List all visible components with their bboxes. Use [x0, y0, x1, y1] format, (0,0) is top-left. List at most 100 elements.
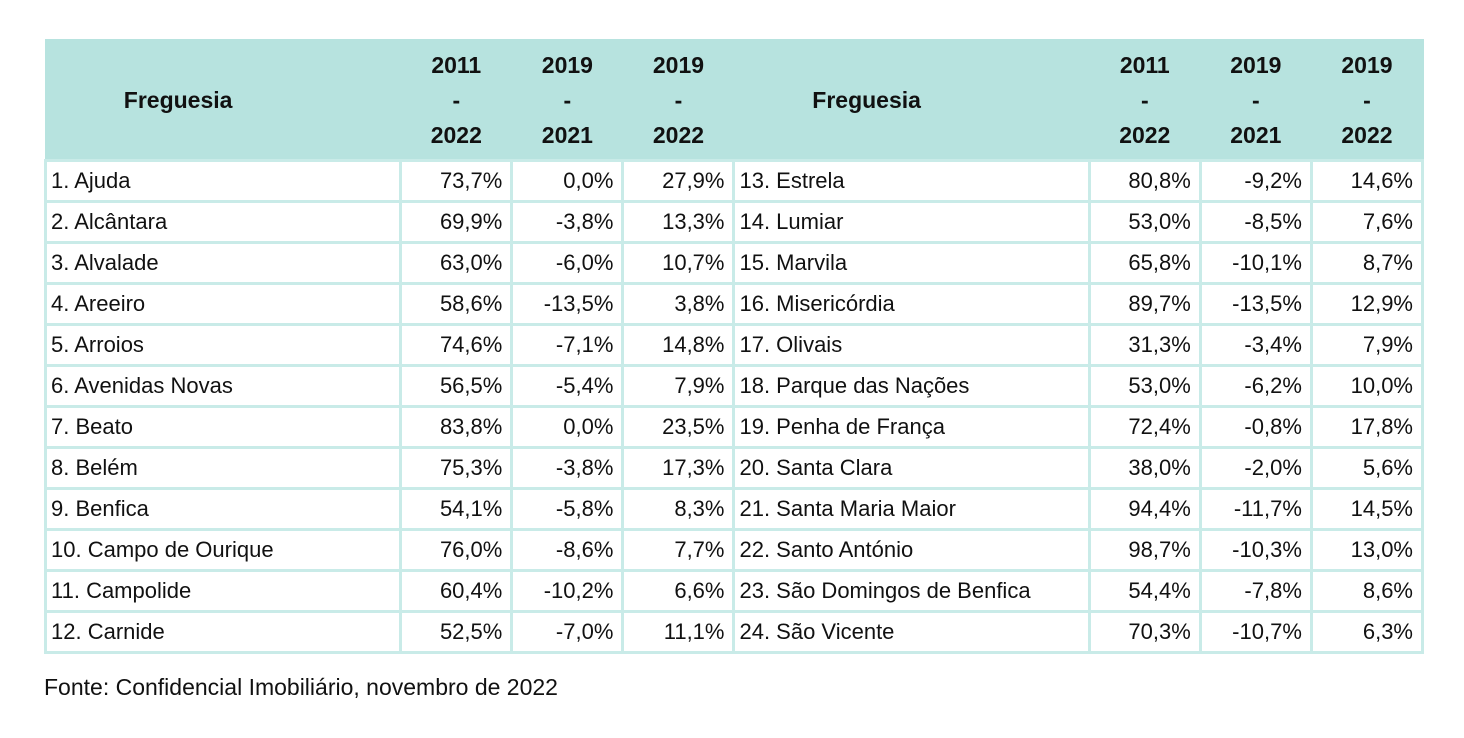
change-2019-2022-cell: 6,6%	[621, 569, 736, 613]
change-2019-2021-cell: -2,0%	[1198, 446, 1313, 490]
change-2011-2022-cell: 80,8%	[1087, 159, 1202, 203]
change-2011-2022-cell: 53,0%	[1087, 200, 1202, 244]
change-2019-2021-cell: -7,8%	[1198, 569, 1313, 613]
change-2019-2022-cell: 3,8%	[621, 282, 736, 326]
table-row: 7. Beato 83,8% 0,0% 23,5% 19. Penha de Franç…	[43, 405, 1425, 449]
period-separator: -	[1363, 86, 1371, 113]
source-note: Fonte: Confidencial Imobiliário, novembr…	[44, 674, 558, 700]
freguesia-name-cell: 21. Santa Maria Maior	[732, 487, 1091, 531]
change-2019-2022-cell: 13,3%	[621, 200, 736, 244]
change-2019-2021-cell: -10,1%	[1198, 241, 1313, 285]
period-separator: -	[674, 86, 683, 113]
change-2019-2022-cell: 14,6%	[1309, 159, 1425, 203]
freguesia-name-cell: 24. São Vicente	[732, 610, 1091, 654]
table-row: 6. Avenidas Novas 56,5% -5,4% 7,9% 18. Parqu…	[43, 364, 1425, 408]
table-row: 2. Alcântara 69,9% -3,8% 13,3% 14. Lumiar 53,…	[43, 200, 1425, 244]
change-2019-2022-cell: 13,0%	[1309, 528, 1425, 572]
change-2011-2022-cell: 38,0%	[1087, 446, 1202, 490]
change-2019-2021-cell: -7,1%	[510, 323, 625, 367]
change-2011-2022-cell: 70,3%	[1087, 610, 1202, 654]
freguesia-name-cell: 10. Campo de Ourique	[43, 528, 403, 572]
change-2019-2022-cell: 8,7%	[1309, 241, 1425, 285]
freguesia-name-cell: 6. Avenidas Novas	[43, 364, 403, 408]
period-end: 2022	[1119, 121, 1171, 148]
change-2011-2022-cell: 74,6%	[399, 323, 514, 367]
change-2019-2021-cell: -10,2%	[510, 569, 625, 613]
change-2019-2022-cell: 10,0%	[1309, 364, 1425, 408]
change-2019-2021-cell: 0,0%	[510, 405, 625, 449]
freguesia-name-cell: 19. Penha de França	[732, 405, 1091, 449]
freguesia-name-cell: 23. São Domingos de Benfica	[732, 569, 1091, 613]
change-2019-2022-cell: 6,3%	[1309, 610, 1425, 654]
change-2019-2022-cell: 17,3%	[621, 446, 736, 490]
period-start: 2011	[431, 51, 482, 78]
period-end: 2022	[652, 121, 705, 148]
change-2019-2022-cell: 27,9%	[621, 159, 736, 203]
change-2011-2022-cell: 54,4%	[1087, 569, 1202, 613]
change-2019-2021-cell: 0,0%	[510, 159, 625, 203]
freguesia-name-cell: 20. Santa Clara	[732, 446, 1091, 490]
price-change-table-container: Freguesia 2011 - 2022 2019 - 2021 2019 -…	[43, 39, 1425, 654]
change-2019-2021-cell: -10,3%	[1198, 528, 1313, 572]
period-end: 2021	[541, 121, 593, 148]
header-period-2011-2022-right: 2011 - 2022	[1088, 39, 1202, 162]
freguesia-name-cell: 2. Alcântara	[43, 200, 403, 244]
period-separator: -	[563, 86, 572, 113]
change-2019-2021-cell: -8,5%	[1198, 200, 1313, 244]
change-2011-2022-cell: 54,1%	[399, 487, 514, 531]
table-row: 12. Carnide 52,5% -7,0% 11,1% 24. São Vicent…	[43, 610, 1425, 654]
change-2019-2021-cell: -8,6%	[510, 528, 625, 572]
table-row: 3. Alvalade 63,0% -6,0% 10,7% 15. Marvila 65,…	[43, 241, 1425, 285]
change-2011-2022-cell: 98,7%	[1087, 528, 1202, 572]
freguesia-name-cell: 11. Campolide	[43, 569, 403, 613]
change-2011-2022-cell: 63,0%	[399, 241, 514, 285]
period-start: 2019	[541, 51, 593, 78]
change-2019-2021-cell: -7,0%	[510, 610, 625, 654]
change-2011-2022-cell: 72,4%	[1087, 405, 1202, 449]
period-separator: -	[1140, 86, 1149, 113]
period-start: 2019	[1341, 51, 1393, 78]
change-2019-2022-cell: 7,7%	[621, 528, 736, 572]
freguesia-name-cell: 13. Estrela	[732, 159, 1091, 203]
change-2019-2021-cell: -6,2%	[1198, 364, 1313, 408]
header-period-2011-2022-left: 2011 - 2022	[399, 39, 513, 162]
price-change-table: Freguesia 2011 - 2022 2019 - 2021 2019 -…	[43, 39, 1425, 654]
freguesia-name-cell: 1. Ajuda	[43, 159, 403, 203]
change-2011-2022-cell: 69,9%	[399, 200, 514, 244]
change-2019-2022-cell: 17,8%	[1309, 405, 1425, 449]
table-row: 1. Ajuda 73,7% 0,0% 27,9% 13. Estrela 80,8% -9…	[43, 159, 1425, 203]
freguesia-name-cell: 9. Benfica	[43, 487, 403, 531]
period-start: 2011	[1119, 51, 1170, 78]
change-2019-2021-cell: -13,5%	[510, 282, 625, 326]
change-2011-2022-cell: 52,5%	[399, 610, 514, 654]
change-2011-2022-cell: 31,3%	[1087, 323, 1202, 367]
change-2019-2022-cell: 12,9%	[1309, 282, 1425, 326]
change-2019-2021-cell: -5,8%	[510, 487, 625, 531]
change-2011-2022-cell: 65,8%	[1087, 241, 1202, 285]
freguesia-name-cell: 16. Misericórdia	[732, 282, 1091, 326]
freguesia-name-cell: 7. Beato	[43, 405, 403, 449]
change-2011-2022-cell: 94,4%	[1087, 487, 1202, 531]
change-2011-2022-cell: 58,6%	[399, 282, 514, 326]
freguesia-name-cell: 17. Olivais	[732, 323, 1091, 367]
freguesia-name-cell: 4. Areeiro	[43, 282, 403, 326]
freguesia-name-cell: 8. Belém	[43, 446, 403, 490]
change-2019-2021-cell: -3,4%	[1198, 323, 1313, 367]
change-2011-2022-cell: 73,7%	[399, 159, 514, 203]
change-2019-2021-cell: -3,8%	[510, 446, 625, 490]
change-2011-2022-cell: 83,8%	[399, 405, 514, 449]
table-row: 4. Areeiro 58,6% -13,5% 3,8% 16. Misericórdi…	[43, 282, 1425, 326]
change-2019-2021-cell: -0,8%	[1198, 405, 1313, 449]
change-2019-2022-cell: 14,5%	[1309, 487, 1425, 531]
freguesia-name-cell: 12. Carnide	[43, 610, 403, 654]
table-body: 1. Ajuda 73,7% 0,0% 27,9% 13. Estrela 80,8% -9…	[43, 159, 1425, 654]
header-row: Freguesia 2011 - 2022 2019 - 2021 2019 -…	[44, 39, 1424, 162]
period-start: 2019	[652, 51, 705, 78]
change-2011-2022-cell: 75,3%	[399, 446, 514, 490]
change-2019-2022-cell: 8,3%	[621, 487, 736, 531]
period-separator: -	[452, 86, 461, 113]
change-2019-2021-cell: -9,2%	[1198, 159, 1313, 203]
change-2019-2021-cell: -6,0%	[510, 241, 625, 285]
change-2019-2021-cell: -10,7%	[1198, 610, 1313, 654]
change-2019-2021-cell: -5,4%	[510, 364, 625, 408]
